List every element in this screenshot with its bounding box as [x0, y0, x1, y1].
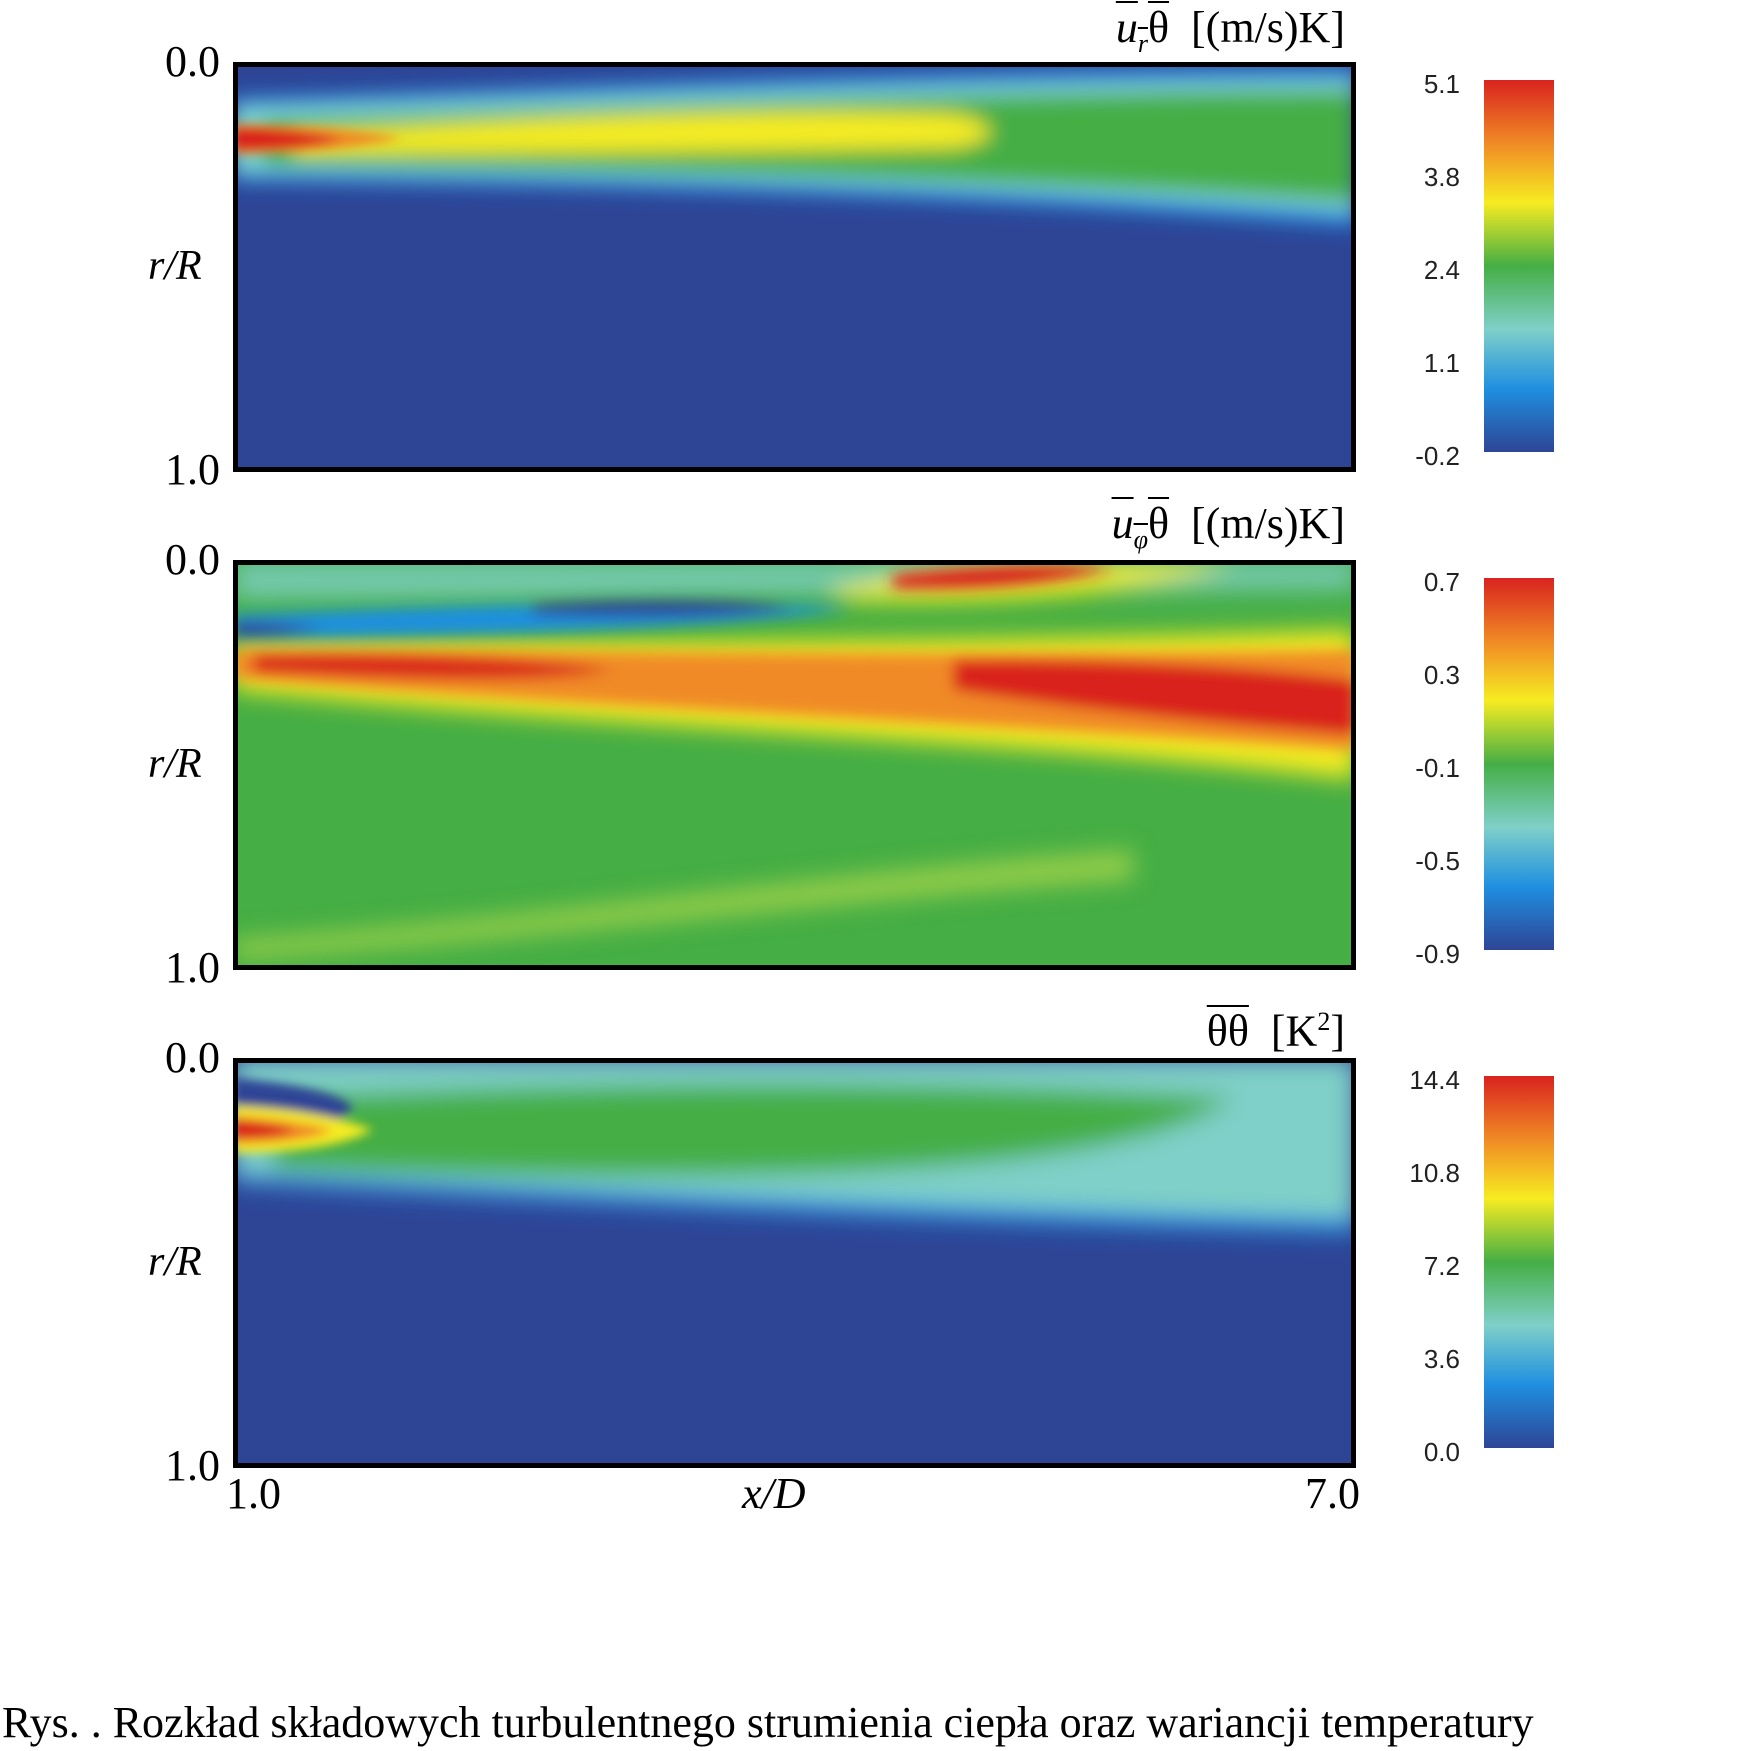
colorbar-tick: 10.8 — [1409, 1158, 1460, 1188]
ytick-bottom: 1.0 — [165, 1441, 220, 1490]
y-axis-label: r/R — [148, 741, 202, 787]
colorbar-tick: 7.2 — [1423, 1251, 1460, 1281]
colorbar-tick: -0.5 — [1415, 846, 1460, 876]
colorbar-tick: 14.4 — [1409, 1065, 1460, 1095]
colorbar — [1484, 578, 1554, 950]
y-axis-label: r/R — [148, 243, 202, 289]
colorbar — [1484, 80, 1554, 452]
heatmap-region — [233, 850, 1133, 960]
colorbar-tick: 0.0 — [1423, 1437, 1460, 1467]
y-axis-label: r/R — [148, 1239, 202, 1285]
panel-title: urθ [(m/s)K] — [1115, 3, 1345, 58]
panel-theta-theta: θθ [K2] 0.0 r/R 1.0 — [0, 996, 1740, 1516]
colorbar-tick: 3.6 — [1423, 1344, 1460, 1374]
ytick-top: 0.0 — [165, 1033, 220, 1082]
colorbar — [1484, 1076, 1554, 1448]
heatmap-region — [233, 1120, 295, 1138]
colorbar-tick: -0.2 — [1415, 441, 1460, 471]
colorbar-tick: 0.7 — [1423, 567, 1460, 597]
heatmap-region — [953, 659, 1356, 735]
xtick-left: 1.0 — [226, 1469, 281, 1518]
colorbar-tick: 2.4 — [1423, 255, 1460, 285]
heatmap-region — [893, 565, 1113, 589]
heatmap-region — [253, 654, 613, 679]
xtick-right: 7.0 — [1305, 1469, 1360, 1518]
panel-ur-theta: urθ [(m/s)K] 0.0 r/R 1.0 — [0, 0, 1740, 500]
ytick-bottom: 1.0 — [165, 445, 220, 494]
ytick-bottom: 1.0 — [165, 943, 220, 992]
ytick-top: 0.0 — [165, 535, 220, 584]
colorbar-tick: 3.8 — [1423, 162, 1460, 192]
panel-uphi-theta: uφθ [(m/s)K] 0.0 r/R 1.0 — [0, 498, 1740, 998]
figure-caption: Rys. . Rozkład składowych turbulentnego … — [2, 1698, 1534, 1747]
colorbar-tick: -0.9 — [1415, 939, 1460, 969]
heatmap-region — [273, 1084, 1233, 1176]
panel-title: θθ [K2] — [1206, 1006, 1345, 1056]
heatmap-plot — [233, 62, 1356, 472]
x-axis-label: x/D — [742, 1469, 806, 1518]
colorbar-tick: 5.1 — [1423, 69, 1460, 99]
colorbar-tick: 1.1 — [1423, 348, 1460, 378]
heatmap-plot — [233, 560, 1356, 970]
heatmap-plot — [233, 1058, 1356, 1468]
colorbar-tick: 0.3 — [1423, 660, 1460, 690]
ytick-top: 0.0 — [165, 37, 220, 86]
colorbar-tick: -0.1 — [1415, 753, 1460, 783]
heatmap-region — [233, 622, 323, 636]
heatmap-region — [533, 600, 793, 617]
panel-title: uφθ [(m/s)K] — [1111, 499, 1345, 554]
heatmap-region — [293, 112, 991, 154]
heatmap-region — [233, 128, 343, 150]
